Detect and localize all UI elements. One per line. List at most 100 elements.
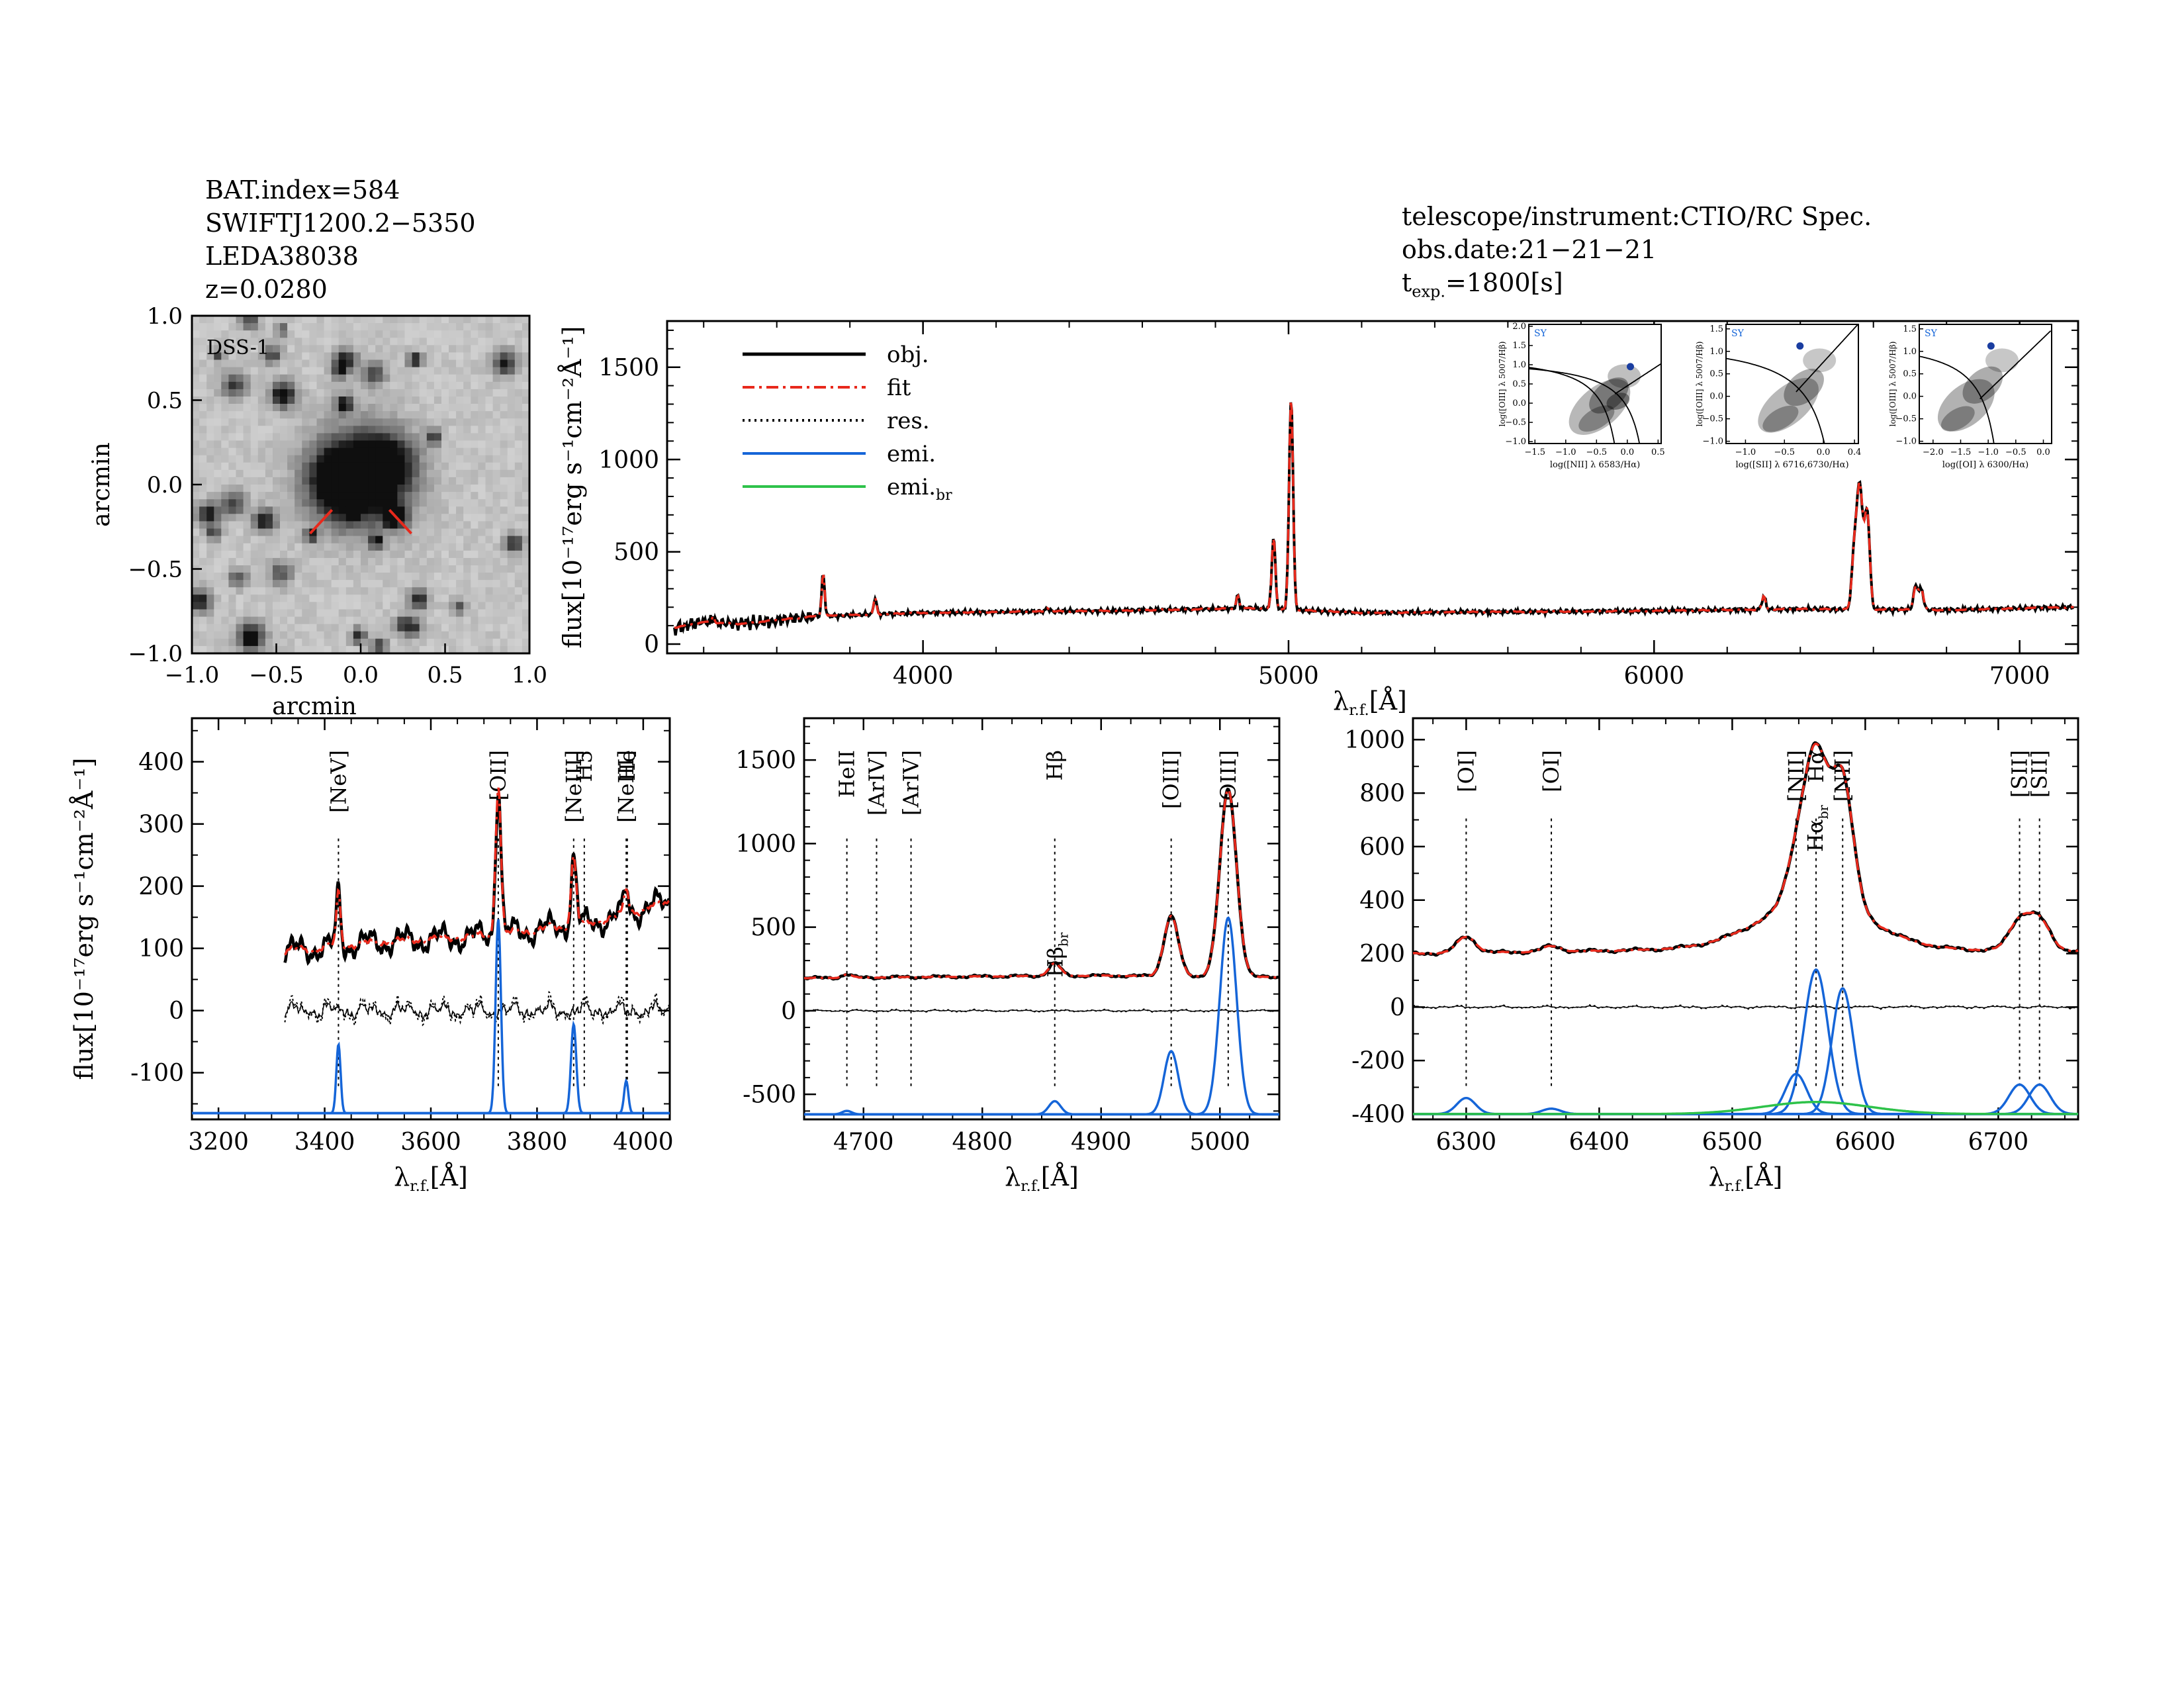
dss-pixel	[206, 602, 214, 610]
dss-pixel	[345, 404, 354, 412]
dss-pixel	[302, 631, 310, 639]
dss-pixel	[404, 645, 413, 654]
dss-pixel	[463, 521, 471, 530]
dss-pixel	[500, 499, 508, 507]
dss-pixel	[228, 477, 237, 485]
dss-pixel	[514, 338, 523, 346]
dss-pixel	[463, 536, 471, 544]
dss-pixel	[199, 485, 207, 492]
dss-pixel	[192, 426, 200, 434]
dss-pixel	[280, 485, 288, 492]
legend-label: res.	[887, 408, 930, 434]
dss-pixel	[456, 573, 464, 581]
dss-pixel	[309, 485, 318, 492]
dss-pixel	[500, 587, 508, 595]
dss-pixel	[287, 499, 295, 507]
dss-pixel	[295, 499, 302, 507]
dss-pixel	[265, 477, 273, 485]
dss-pixel	[522, 477, 530, 485]
dss-pixel	[287, 616, 295, 625]
dss-pixel	[324, 580, 332, 588]
dss-pixel	[449, 469, 457, 478]
dss-pixel	[309, 352, 318, 361]
dss-pixel	[368, 411, 376, 419]
dss-pixel	[302, 543, 310, 551]
dss-pixel	[192, 645, 200, 654]
dss-pixel	[471, 602, 478, 610]
dss-pixel	[485, 316, 494, 324]
dss-pixel	[353, 506, 361, 514]
dss-pixel	[522, 455, 530, 463]
dss-pixel	[449, 645, 457, 654]
dss-pixel	[309, 573, 318, 581]
dss-pixel	[412, 389, 420, 397]
dss-pixel	[250, 411, 259, 419]
dss-pixel	[192, 624, 200, 632]
dss-pixel	[287, 440, 295, 449]
dss-pixel	[375, 418, 383, 426]
dss-pixel	[404, 330, 413, 338]
dss-pixel	[228, 374, 237, 383]
dss-pixel	[199, 426, 207, 434]
dss-pixel	[463, 638, 471, 647]
dss-pixel	[338, 638, 347, 647]
dss-pixel	[507, 374, 516, 383]
dss-pixel	[471, 404, 478, 412]
dss-pixel	[243, 624, 251, 632]
dss-pixel	[309, 462, 318, 471]
dss-pixel	[426, 521, 435, 530]
dss-pixel	[331, 609, 340, 618]
dss-pixel	[206, 536, 214, 544]
dss-pixel	[353, 587, 361, 595]
dss-pixel	[404, 550, 413, 559]
dss-pixel	[500, 550, 508, 559]
x-tick-label: −0.5	[1774, 447, 1795, 457]
dss-pixel	[257, 506, 266, 514]
dss-pixel	[485, 469, 494, 478]
dss-pixel	[485, 374, 494, 383]
dss-pixel	[236, 499, 244, 507]
dss-pixel	[368, 638, 376, 647]
dss-pixel	[449, 381, 457, 390]
dss-pixel	[353, 447, 361, 456]
dss-pixel	[353, 433, 361, 442]
dss-pixel	[192, 580, 200, 588]
dss-pixel	[433, 404, 442, 412]
dss-pixel	[433, 557, 442, 566]
dss-pixel	[463, 580, 471, 588]
dss-pixel	[316, 367, 325, 375]
dss-pixel	[345, 602, 354, 610]
dss-pixel	[309, 587, 318, 595]
dss-pixel	[492, 345, 501, 353]
dss-pixel	[471, 411, 478, 419]
dss-pixel	[250, 359, 259, 368]
dss-pixel	[273, 550, 281, 559]
dss-pixel	[449, 602, 457, 610]
dss-pixel	[514, 352, 523, 361]
bpt-density	[1529, 363, 1661, 444]
dss-pixel	[397, 338, 406, 346]
dss-pixel	[228, 447, 237, 456]
dss-pixel	[214, 381, 222, 390]
y-tick-label: 200	[1359, 941, 1405, 968]
dss-pixel	[280, 477, 288, 485]
dss-pixel	[331, 462, 340, 471]
dss-pixel	[500, 374, 508, 383]
dss-pixel	[316, 433, 325, 442]
dss-pixel	[404, 367, 413, 375]
dss-pixel	[206, 514, 214, 522]
dss-pixel	[287, 316, 295, 324]
dss-pixel	[206, 638, 214, 647]
dss-pixel	[375, 389, 383, 397]
dss-pixel	[441, 352, 449, 361]
dss-pixel	[404, 557, 413, 566]
dss-pixel	[280, 418, 288, 426]
dss-pixel	[228, 543, 237, 551]
dss-pixel	[397, 447, 406, 456]
dss-pixel	[331, 514, 340, 522]
dss-pixel	[345, 609, 354, 618]
dss-pixel	[214, 397, 222, 404]
y-tick-label: 0.0	[1903, 392, 1917, 402]
dss-pixel	[302, 609, 310, 618]
